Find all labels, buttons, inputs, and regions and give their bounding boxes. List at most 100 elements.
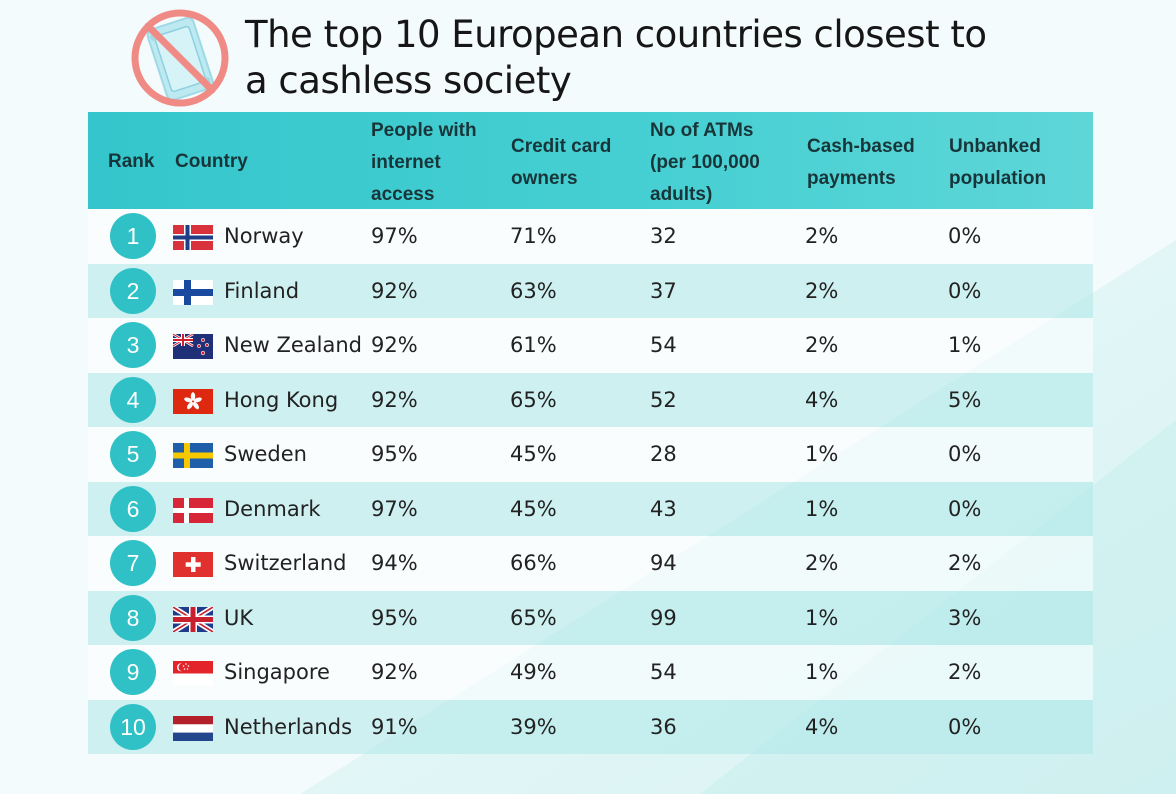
cell-cash-payments: 2% bbox=[805, 333, 839, 357]
cell-cash-payments: 1% bbox=[805, 496, 839, 521]
header-rank: Rank bbox=[108, 151, 155, 172]
cell-credit-card-owners: 63% bbox=[510, 278, 557, 303]
cell-country: UK bbox=[224, 605, 254, 630]
cell-unbanked: 0% bbox=[948, 224, 982, 248]
table-row: 6 Denmark 97% 45% 43 1% 0% bbox=[88, 481, 1093, 536]
cell-country: New Zealand bbox=[224, 333, 362, 357]
cell-country: Norway bbox=[224, 224, 304, 248]
new-zealand-flag bbox=[173, 334, 213, 359]
denmark-flag bbox=[173, 497, 213, 523]
norway-flag bbox=[173, 225, 213, 250]
uk-flag bbox=[173, 606, 213, 632]
cell-cash-payments: 2% bbox=[805, 551, 839, 575]
cell-atms: 37 bbox=[650, 278, 677, 303]
cell-credit-card-owners: 65% bbox=[510, 605, 557, 630]
cell-unbanked: 0% bbox=[948, 278, 982, 303]
cell-country: Finland bbox=[224, 278, 300, 303]
cell-internet-access: 97% bbox=[371, 496, 418, 521]
cell-atms: 36 bbox=[650, 714, 677, 739]
cell-unbanked: 2% bbox=[948, 660, 982, 684]
finland-flag bbox=[173, 279, 213, 305]
title-line-2: a cashless society bbox=[245, 59, 572, 102]
cell-cash-payments: 1% bbox=[805, 605, 839, 630]
cell-atms: 52 bbox=[650, 387, 677, 412]
table-row: 3 New Zealand 92% 61% 54 2% 1% bbox=[88, 318, 1093, 373]
header-country: Country bbox=[175, 151, 248, 172]
table-row: 7 Switzerland 94% 66% 94 2% 2% bbox=[88, 536, 1093, 591]
cell-credit-card-owners: 49% bbox=[510, 660, 557, 684]
table-row: 1 Norway 97% 71% 32 2% 0% bbox=[88, 209, 1093, 264]
header-credit-line-1: Credit card bbox=[511, 136, 612, 157]
title-line-1: The top 10 European countries closest to bbox=[245, 13, 987, 56]
header-atm-line-3: adults) bbox=[650, 184, 713, 205]
cell-country: Hong Kong bbox=[224, 387, 339, 412]
cell-credit-card-owners: 45% bbox=[510, 496, 557, 521]
table-row: 5 Sweden 95% 45% 28 1% 0% bbox=[88, 427, 1093, 482]
table-row: 10 Netherlands 91% 39% 36 4% 0% bbox=[88, 699, 1093, 754]
cell-atms: 54 bbox=[650, 333, 677, 357]
cell-country: Netherlands bbox=[224, 714, 353, 739]
table-row: 4 Hong Kong 92% 65% 52 4% 5% bbox=[88, 372, 1093, 427]
rank-badge: 5 bbox=[110, 431, 156, 477]
no-cash-icon bbox=[131, 9, 229, 107]
cell-credit-card-owners: 71% bbox=[510, 224, 557, 248]
cell-unbanked: 1% bbox=[948, 333, 982, 357]
header-unbanked-line-1: Unbanked bbox=[949, 136, 1041, 157]
cell-atms: 28 bbox=[650, 442, 677, 466]
rank-badge: 2 bbox=[110, 267, 156, 314]
table-row: 8 UK 95% 65% 99 1% 3% bbox=[88, 590, 1093, 645]
cell-credit-card-owners: 61% bbox=[510, 333, 557, 357]
hong-kong-flag bbox=[173, 388, 213, 414]
table-row: 2 Finland 92% 63% 37 2% 0% bbox=[88, 263, 1093, 318]
cell-internet-access: 92% bbox=[371, 333, 418, 357]
cell-credit-card-owners: 66% bbox=[510, 551, 557, 575]
sweden-flag bbox=[173, 443, 213, 468]
rank-badge: 7 bbox=[110, 540, 156, 586]
rank-badge: 6 bbox=[110, 485, 156, 532]
cell-country: Denmark bbox=[224, 496, 321, 521]
header-internet-line-1: People with bbox=[371, 120, 477, 141]
singapore-flag bbox=[173, 661, 213, 686]
cell-country: Singapore bbox=[224, 660, 330, 684]
ranking-table: Rank Country People with internet access… bbox=[88, 112, 1093, 754]
table-body: 1 Norway 97% 71% 32 2% 0% 2 Finland 92% 63% 37 2% 0% 3… bbox=[88, 209, 1093, 754]
header-unbanked-line-2: population bbox=[949, 168, 1047, 189]
cell-atms: 43 bbox=[650, 496, 677, 521]
cell-unbanked: 0% bbox=[948, 714, 982, 739]
header-credit-line-2: owners bbox=[511, 168, 578, 189]
header-credit: Credit card owners bbox=[511, 131, 611, 195]
cell-internet-access: 92% bbox=[371, 278, 418, 303]
cell-unbanked: 3% bbox=[948, 605, 982, 630]
cell-credit-card-owners: 65% bbox=[510, 387, 557, 412]
rank-badge: 4 bbox=[110, 376, 156, 423]
cell-credit-card-owners: 45% bbox=[510, 442, 557, 466]
cell-internet-access: 94% bbox=[371, 551, 418, 575]
header-atm: No of ATMs (per 100,000 adults) bbox=[650, 115, 760, 211]
cell-atms: 32 bbox=[650, 224, 677, 248]
cell-credit-card-owners: 39% bbox=[510, 714, 557, 739]
cell-internet-access: 97% bbox=[371, 224, 418, 248]
header-cash-line-2: payments bbox=[807, 168, 896, 189]
cell-unbanked: 2% bbox=[948, 551, 982, 575]
switzerland-flag bbox=[173, 552, 213, 577]
cell-internet-access: 91% bbox=[371, 714, 418, 739]
cell-internet-access: 95% bbox=[371, 605, 418, 630]
page-title: The top 10 European countries closest to… bbox=[245, 12, 1145, 104]
cell-atms: 94 bbox=[650, 551, 677, 575]
header-cash: Cash-based payments bbox=[807, 131, 915, 195]
cell-cash-payments: 1% bbox=[805, 442, 839, 466]
cell-cash-payments: 1% bbox=[805, 660, 839, 684]
header-atm-line-2: (per 100,000 bbox=[650, 152, 760, 173]
header-cash-line-1: Cash-based bbox=[807, 136, 915, 157]
cell-atms: 99 bbox=[650, 605, 677, 630]
cell-internet-access: 92% bbox=[371, 660, 418, 684]
cell-unbanked: 0% bbox=[948, 442, 982, 466]
header-internet-line-2: internet bbox=[371, 152, 441, 173]
cell-unbanked: 0% bbox=[948, 496, 982, 521]
cell-unbanked: 5% bbox=[948, 387, 982, 412]
rank-badge: 10 bbox=[110, 703, 156, 750]
cell-internet-access: 95% bbox=[371, 442, 418, 466]
rank-badge: 9 bbox=[110, 649, 156, 695]
rank-badge: 1 bbox=[110, 213, 156, 259]
header-unbanked: Unbanked population bbox=[949, 131, 1046, 195]
